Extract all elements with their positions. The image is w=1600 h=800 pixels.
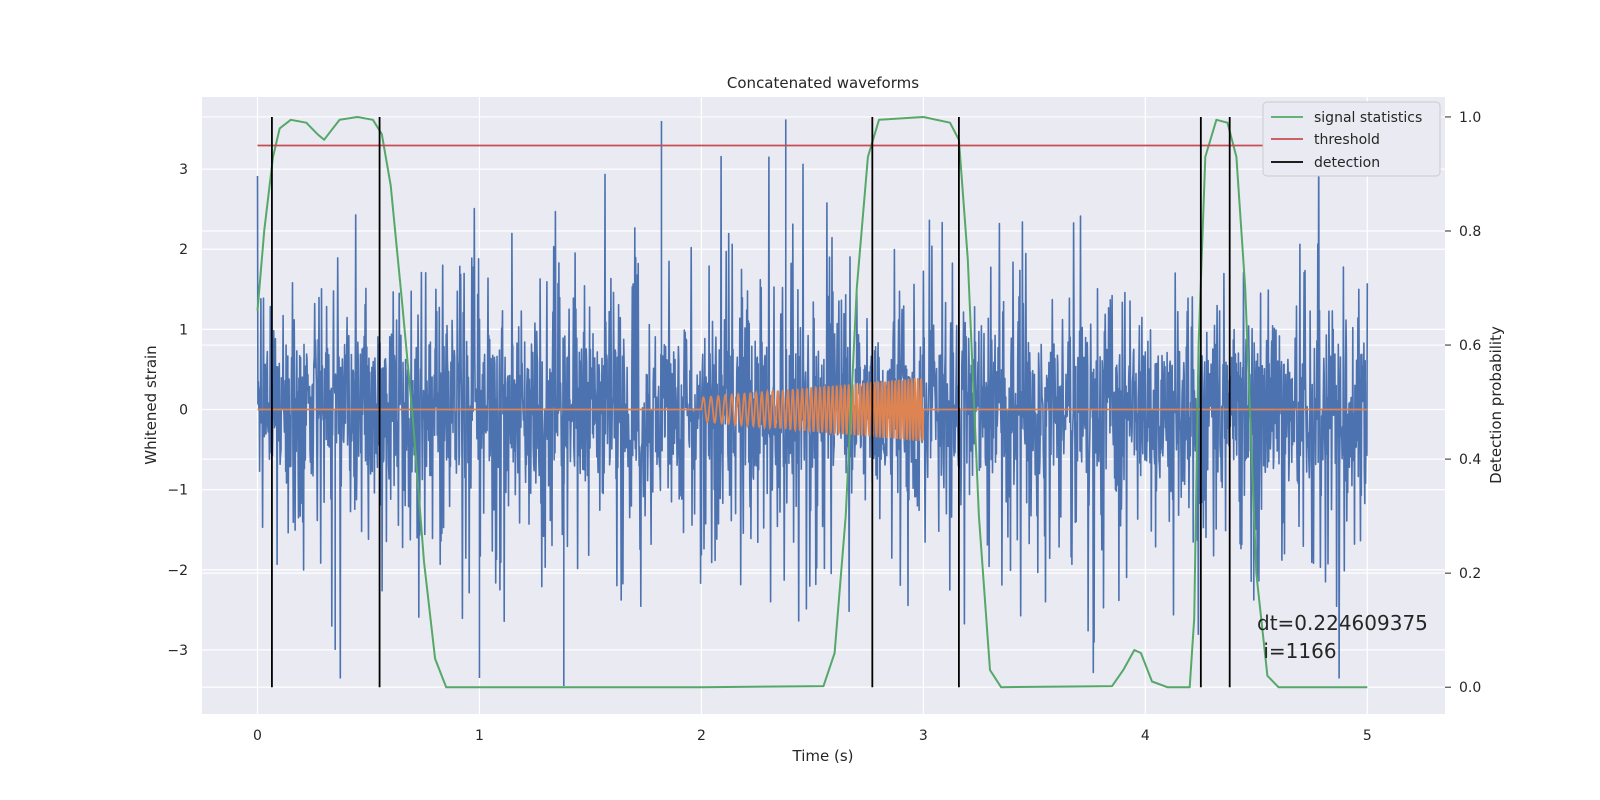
y-tick-label: −2: [167, 563, 188, 579]
detection-series: [271, 116, 1231, 688]
y-tick-label: −3: [167, 643, 188, 659]
y-tick-label: 2: [179, 242, 188, 258]
x-tick-label: 5: [1363, 728, 1372, 744]
chirp-series: [257, 378, 1368, 442]
x-tick-label: 0: [253, 728, 262, 744]
x-tick-label: 2: [697, 728, 706, 744]
legend-frame: [1262, 101, 1441, 177]
x-tick-label: 3: [919, 728, 928, 744]
y-tick-label: 1: [179, 322, 188, 338]
legend-label-threshold: threshold: [1314, 132, 1380, 148]
x-ticks: 0 1 2 3 4 5: [253, 728, 1372, 744]
x-tick-label: 1: [475, 728, 484, 744]
noise-series: [256, 119, 1369, 686]
y2-tick-label: 0.4: [1459, 452, 1481, 468]
x-axis-label: Time (s): [792, 747, 854, 765]
y-tick-label: −1: [167, 483, 188, 499]
y-axis-label: Whitened strain: [142, 345, 160, 464]
legend-label-detection: detection: [1314, 155, 1380, 171]
y2-tick-label: 0.6: [1459, 338, 1481, 354]
y2-tick-label: 0.8: [1459, 224, 1481, 240]
legend: signal statistics threshold detection: [1262, 101, 1441, 177]
chirp-line: [257, 378, 1368, 442]
y2-axis-label: Detection probability: [1487, 326, 1505, 484]
y2-tick-label: 0.0: [1459, 680, 1481, 696]
x-tick-label: 4: [1141, 728, 1150, 744]
signal-statistics-series: [256, 116, 1368, 689]
y2-ticks: 1.0 0.8 0.6 0.4 0.2 0.0: [1445, 110, 1481, 696]
chart-title: Concatenated waveforms: [727, 74, 919, 92]
annotation-i: i=1166: [1257, 639, 1337, 663]
strain-noise-line: [256, 140, 1369, 679]
y2-tick-label: 1.0: [1459, 110, 1481, 126]
annotation-dt: dt=0.224609375: [1257, 611, 1428, 635]
y-tick-label: 0: [179, 403, 188, 419]
signal-statistics-line: [256, 116, 1368, 689]
y-tick-label: 3: [179, 162, 188, 178]
legend-label-signal-statistics: signal statistics: [1314, 110, 1422, 126]
y2-tick-label: 0.2: [1459, 566, 1481, 582]
y-ticks: 3 2 1 0 −1 −2 −3: [167, 162, 188, 659]
